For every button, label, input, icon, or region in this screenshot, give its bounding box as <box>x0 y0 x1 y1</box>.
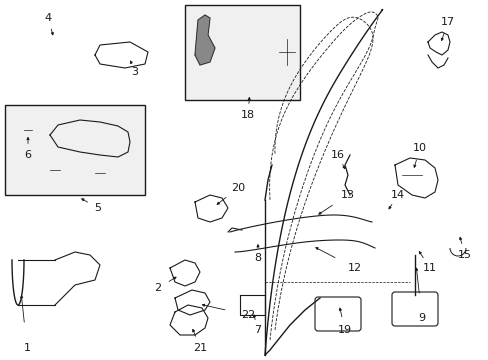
Text: 8: 8 <box>254 253 261 263</box>
Text: 16: 16 <box>330 150 345 160</box>
Text: 15: 15 <box>457 250 471 260</box>
Text: 6: 6 <box>24 150 31 160</box>
Text: 5: 5 <box>94 203 102 213</box>
Text: 1: 1 <box>23 343 30 353</box>
Bar <box>184 5 299 100</box>
Polygon shape <box>195 15 215 65</box>
Text: 9: 9 <box>418 313 425 323</box>
Text: 22: 22 <box>241 310 255 320</box>
Text: 20: 20 <box>230 183 244 193</box>
Bar <box>5 105 145 195</box>
Text: 3: 3 <box>131 67 138 77</box>
Text: 10: 10 <box>412 143 426 153</box>
Text: 21: 21 <box>193 343 206 353</box>
Text: 11: 11 <box>422 263 436 273</box>
Text: 12: 12 <box>347 263 361 273</box>
Text: 4: 4 <box>44 13 51 23</box>
Text: 18: 18 <box>241 110 255 120</box>
Text: 2: 2 <box>154 283 161 293</box>
Text: 7: 7 <box>254 325 261 335</box>
Text: 13: 13 <box>340 190 354 200</box>
Text: 17: 17 <box>440 17 454 27</box>
Text: 14: 14 <box>390 190 404 200</box>
Text: 19: 19 <box>337 325 351 335</box>
